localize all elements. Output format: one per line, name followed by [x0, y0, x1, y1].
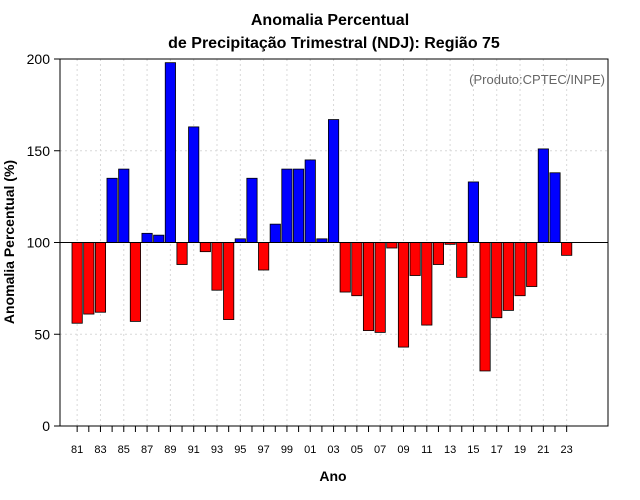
y-axis: 0 50 100 150 200	[27, 51, 60, 434]
bar-87	[141, 232, 153, 243]
bar-89	[164, 62, 176, 243]
x-tick-label-21: 21	[537, 444, 549, 456]
bar-18	[502, 242, 514, 311]
chart-title-line-1: Anomalia Percentual	[251, 12, 409, 29]
x-tick-label-13: 13	[444, 444, 456, 456]
bar-05	[351, 242, 363, 297]
x-tick-label-05: 05	[351, 444, 363, 456]
bar-82	[83, 242, 95, 315]
x-tick-label-89: 89	[164, 444, 176, 456]
x-tick-label-99: 99	[281, 444, 293, 456]
x-tick-label-85: 85	[118, 444, 130, 456]
y-tick-label-2: 100	[27, 235, 51, 251]
bar-12	[432, 242, 445, 265]
x-tick-label-91: 91	[188, 444, 200, 456]
bar-22	[549, 172, 561, 243]
bar-21	[537, 148, 549, 243]
y-tick-label-3: 150	[27, 143, 51, 159]
x-tick-label-83: 83	[94, 444, 106, 456]
y-axis-label: Anomalia Percentual (%)	[1, 160, 17, 324]
x-tick-label-93: 93	[211, 444, 223, 456]
bar-98	[269, 223, 281, 243]
bar-90	[176, 242, 188, 265]
bars	[71, 62, 573, 372]
bar-03	[328, 119, 340, 243]
x-tick-label-87: 87	[141, 444, 153, 456]
x-tick-label-07: 07	[374, 444, 386, 456]
x-tick-label-95: 95	[234, 444, 246, 456]
x-tick-label-81: 81	[71, 444, 83, 456]
bar-11	[421, 242, 433, 326]
x-axis: 81 83 85 87 89 91 93 95 97 99 01 03 05 07 09 11 13 15 17 19…	[71, 426, 573, 456]
bar-19	[514, 242, 526, 297]
bar-04	[339, 242, 351, 293]
bar-20	[526, 242, 538, 287]
x-tick-label-97: 97	[258, 444, 270, 456]
y-tick-label-0: 0	[42, 418, 50, 434]
bar-02	[316, 238, 328, 243]
bar-06	[362, 242, 375, 331]
y-tick-label-1: 50	[34, 326, 50, 342]
bar-84	[106, 177, 118, 243]
x-tick-label-19: 19	[514, 444, 526, 456]
bar-92	[199, 242, 211, 253]
bar-01	[304, 159, 316, 243]
y-tick-label-4: 200	[27, 51, 51, 67]
bar-96	[246, 177, 258, 243]
grid-lines	[60, 58, 608, 427]
bar-15	[467, 181, 479, 243]
x-tick-label-03: 03	[327, 444, 339, 456]
x-tick-label-17: 17	[491, 444, 503, 456]
bar-83	[94, 242, 107, 313]
bar-16	[479, 242, 491, 372]
bar-99	[281, 168, 293, 243]
bar-17	[491, 242, 503, 319]
bar-14	[456, 242, 468, 278]
bar-00	[293, 168, 305, 243]
bar-86	[129, 242, 141, 322]
credit-text: (Produto:CPTEC/INPE)	[469, 72, 605, 87]
x-tick-label-15: 15	[467, 444, 479, 456]
chart-title-line-2: de Precipitação Trimestral (NDJ): Região…	[168, 35, 500, 52]
x-tick-label-09: 09	[397, 444, 409, 456]
bar-10	[409, 242, 421, 276]
bar-81	[71, 242, 83, 324]
bar-93	[211, 242, 223, 291]
bar-09	[397, 242, 410, 348]
bar-88	[153, 234, 165, 243]
x-tick-label-23: 23	[561, 444, 573, 456]
x-tick-label-11: 11	[421, 444, 432, 456]
bar-85	[118, 168, 130, 243]
bar-23	[561, 242, 573, 256]
bar-97	[258, 242, 270, 271]
x-axis-label: Ano	[319, 468, 346, 484]
bar-08	[386, 242, 398, 249]
x-tick-label-01: 01	[304, 444, 316, 456]
bar-91	[188, 126, 200, 243]
bar-95	[234, 238, 246, 243]
bar-07	[374, 242, 386, 333]
bar-94	[223, 242, 235, 320]
